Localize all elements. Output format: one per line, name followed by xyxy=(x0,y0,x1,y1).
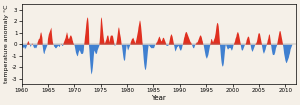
Y-axis label: temperature anomaly °C: temperature anomaly °C xyxy=(4,5,9,83)
X-axis label: Year: Year xyxy=(151,95,166,101)
